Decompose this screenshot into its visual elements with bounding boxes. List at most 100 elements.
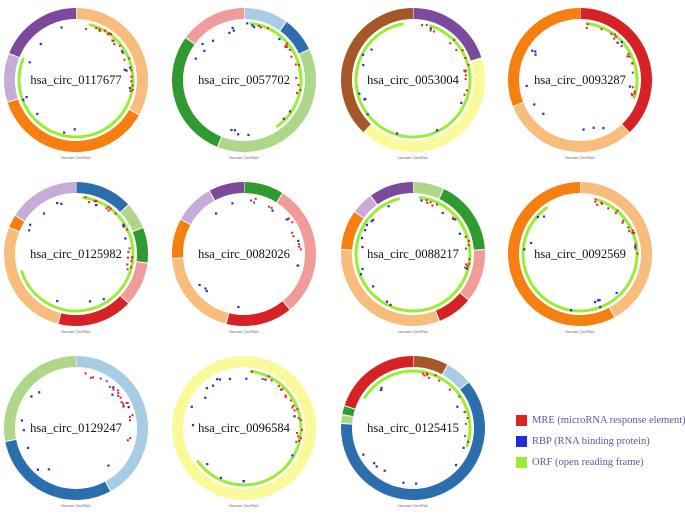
mre-marker	[112, 39, 115, 42]
rbp-marker	[211, 39, 215, 42]
mre-marker	[300, 428, 303, 431]
exon-boundary	[129, 108, 140, 116]
circrna-caption: Human CircRNA	[61, 155, 91, 160]
mre-marker	[294, 63, 297, 66]
exon-boundary	[470, 57, 482, 62]
rbp-marker	[29, 223, 32, 226]
exon-boundary	[441, 364, 449, 375]
mre-marker	[105, 207, 108, 210]
rbp-marker	[237, 305, 240, 309]
mre-marker	[254, 197, 257, 200]
mre-marker	[464, 435, 467, 438]
rbp-marker	[285, 218, 288, 221]
mre-marker	[452, 216, 455, 219]
exon-segment	[75, 182, 129, 213]
orf-arc	[354, 22, 472, 139]
mre-marker	[129, 437, 132, 440]
mre-marker	[297, 435, 300, 438]
rbp-marker	[361, 267, 364, 271]
mre-marker	[128, 247, 131, 250]
mre-marker	[630, 92, 633, 95]
mre-marker	[621, 221, 624, 224]
mre-marker	[120, 49, 123, 52]
mre-marker	[287, 217, 290, 220]
rbp-marker	[47, 468, 50, 471]
rbp-marker	[204, 287, 207, 290]
circrna-hsa_circ_0096584: hsa_circ_0096584 Human CircRNA	[172, 356, 316, 508]
exon-boundary	[136, 261, 148, 264]
mre-marker	[261, 378, 264, 381]
rbp-marker	[203, 49, 206, 52]
mre-marker	[291, 221, 294, 224]
rbp-marker	[122, 225, 126, 228]
mre-marker	[296, 431, 299, 434]
rbp-marker	[230, 128, 233, 132]
rbp-marker	[219, 476, 223, 479]
mre-marker	[622, 219, 625, 222]
mre-marker	[123, 58, 126, 61]
rbp-marker	[245, 377, 248, 380]
mre-marker	[108, 385, 111, 388]
mre-marker	[277, 385, 280, 388]
mre-marker	[130, 69, 133, 72]
mre-marker	[299, 437, 302, 440]
rbp-marker	[264, 378, 267, 381]
mre-marker	[297, 416, 300, 419]
mre-marker	[108, 32, 111, 35]
exon-boundary	[217, 136, 223, 148]
exon-boundary	[180, 218, 191, 226]
rbp-marker	[531, 49, 534, 52]
rbp-marker	[465, 267, 469, 270]
rbp-marker	[102, 298, 105, 301]
exon-boundary	[132, 227, 144, 233]
mre-marker	[130, 80, 133, 83]
mre-marker	[93, 200, 96, 203]
mre-marker	[98, 28, 101, 31]
exon-boundary	[459, 292, 469, 301]
rbp-marker	[194, 57, 197, 60]
legend-item-mre: MRE (microRNA response element)	[516, 412, 685, 429]
exon-segment	[4, 227, 61, 324]
circrna-hsa_circ_0092569: hsa_circ_0092569 Human CircRNA	[508, 182, 652, 334]
exon-segment	[185, 8, 245, 45]
exon-segment	[172, 37, 222, 147]
rbp-marker	[420, 199, 423, 202]
exon-boundary	[8, 53, 20, 59]
mre-marker	[87, 201, 90, 204]
mre-marker	[295, 440, 298, 443]
rbp-marker	[599, 305, 602, 309]
exon-boundary	[344, 405, 356, 410]
mre-marker	[122, 402, 125, 405]
exon-segment	[279, 21, 310, 55]
exon-segment	[209, 182, 245, 201]
mre-marker	[257, 24, 260, 27]
rbp-marker	[533, 103, 536, 106]
exon-boundary	[341, 422, 353, 425]
exon-segment	[75, 356, 148, 492]
mre-marker	[99, 377, 102, 380]
exon-boundary	[14, 214, 25, 222]
rbp-marker	[569, 309, 573, 312]
circrna-hsa_circ_0129247: hsa_circ_0129247 Human CircRNA	[4, 356, 148, 508]
mre-marker	[297, 64, 300, 67]
rbp-marker	[30, 395, 33, 398]
rbp-marker	[56, 299, 59, 303]
mre-marker	[128, 415, 131, 418]
mre-marker	[438, 379, 441, 382]
exon-segment	[180, 190, 215, 225]
rbp-marker	[228, 31, 231, 34]
rbp-marker	[251, 24, 254, 27]
exon-boundary	[279, 21, 287, 31]
rbp-marker	[282, 117, 285, 120]
rbp-marker	[359, 273, 363, 276]
mre-marker	[614, 35, 617, 38]
mre-marker	[434, 374, 437, 377]
rbp-marker	[60, 202, 63, 205]
mre-marker	[89, 376, 92, 379]
exon-boundary	[298, 48, 310, 55]
rbp-marker	[111, 393, 114, 396]
legend: MRE (microRNA response element) RBP (RNA…	[516, 412, 685, 475]
mre-marker	[464, 74, 467, 77]
mre-marker	[463, 93, 466, 96]
